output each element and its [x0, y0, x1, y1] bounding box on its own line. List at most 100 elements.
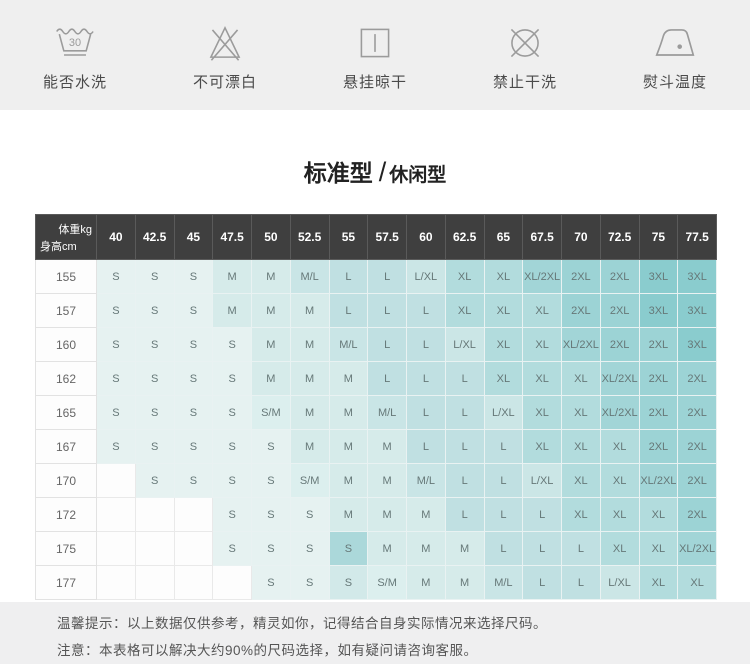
size-cell: M [406, 531, 446, 566]
size-cell: M/L [289, 259, 330, 294]
size-cell: M [289, 429, 330, 464]
care-item-label: 禁止干洗 [492, 74, 557, 91]
size-cell: S [251, 565, 291, 600]
height-header: 162 [35, 361, 97, 396]
size-cell: L [444, 429, 485, 464]
size-cell: XL [638, 531, 679, 566]
corner-cell: 体重kg 身高cm [35, 214, 97, 260]
size-cell: M [367, 531, 407, 566]
size-cell: 3XL [677, 293, 717, 328]
size-cell: 2XL [561, 293, 601, 328]
size-cell: XL [522, 327, 562, 362]
weight-header: 72.5 [599, 214, 640, 260]
size-cell: M/L [483, 565, 524, 600]
weight-header: 55 [328, 214, 369, 260]
size-cell [134, 565, 175, 600]
size-cell: XL [522, 429, 562, 464]
size-cell: L [367, 361, 407, 396]
size-cell: S [134, 429, 175, 464]
size-cell: S [96, 395, 136, 430]
iron-temp-icon [652, 20, 698, 66]
size-cell: XL/2XL [677, 531, 717, 566]
size-cell: L [367, 259, 407, 294]
size-cell: L [406, 361, 446, 396]
size-cell: L [522, 531, 562, 566]
size-cell: L [522, 565, 562, 600]
size-cell: M [212, 259, 252, 294]
size-cell: L/XL [599, 565, 640, 600]
size-cell: S [251, 463, 291, 498]
weight-header: 57.5 [367, 214, 407, 260]
size-cell: XL [561, 429, 601, 464]
size-cell: S [212, 531, 252, 566]
size-cell: L [522, 497, 562, 532]
size-cell: L [328, 293, 369, 328]
weight-header: 45 [173, 214, 214, 260]
height-header: 175 [35, 531, 97, 566]
size-cell [134, 497, 175, 532]
size-cell: M [367, 429, 407, 464]
notes-section: 温馨提示：以上数据仅供参考，精灵如你，记得结合自身实际情况来选择尺码。 注意：本… [0, 602, 750, 664]
size-cell [134, 531, 175, 566]
size-cell: M [328, 429, 369, 464]
size-cell: 2XL [638, 429, 679, 464]
care-item-label: 悬挂晾干 [342, 74, 407, 91]
care-icons-section: 30 能否水洗 不可漂白 悬挂晾干 禁止干洗 熨斗温度 [0, 0, 750, 110]
size-cell: 2XL [677, 361, 717, 396]
table-row: 160 S S S S M M M/L L L L/XL XL XL XL/2XL 2XL 2XL 3XL [35, 327, 717, 362]
size-cell: 3XL [677, 259, 717, 294]
size-cell: S [173, 463, 214, 498]
size-chart-body: 155 S S S M M M/L L L L/XL XL XL XL/2XL 2XL 2XL 3XL 3XL 1… [35, 259, 717, 600]
note-caution: 注意：本表格可以解决大约90%的尺码选择，如有疑问请咨询客服。 [57, 643, 478, 658]
size-cell: XL [444, 259, 485, 294]
table-row: 175 S S S S M M M L L L XL XL XL/2XL [35, 531, 717, 566]
table-row: 177 S S S S/M M M M/L L L L/XL XL XL [35, 565, 717, 600]
size-cell: XL/2XL [561, 327, 601, 362]
size-cell: XL [483, 361, 524, 396]
size-cell: M [444, 565, 485, 600]
care-item-0: 30 能否水洗 [0, 0, 150, 110]
size-cell: 3XL [638, 259, 679, 294]
size-cell: S [251, 429, 291, 464]
size-cell: 2XL [677, 429, 717, 464]
size-cell: XL [483, 293, 524, 328]
size-cell: L [406, 429, 446, 464]
size-cell: XL/2XL [638, 463, 679, 498]
size-cell: L [483, 531, 524, 566]
size-cell: L [367, 327, 407, 362]
table-row: 167 S S S S S M M M L L L XL XL XL 2XL 2XL [35, 429, 717, 464]
size-cell: XL/2XL [522, 259, 562, 294]
table-row: 165 S S S S S/M M M M/L L L L/XL XL XL XL/2XL 2XL 2XL [35, 395, 717, 430]
weight-header: 60 [406, 214, 446, 260]
weight-header: 50 [251, 214, 291, 260]
size-cell: M [251, 293, 291, 328]
size-cell: XL [561, 497, 601, 532]
care-item-label: 能否水洗 [42, 74, 107, 91]
size-cell: 2XL [638, 395, 679, 430]
size-cell: 2XL [561, 259, 601, 294]
size-cell: S [212, 361, 252, 396]
size-cell: L/XL [483, 395, 524, 430]
size-cell: 2XL [638, 361, 679, 396]
height-header: 157 [35, 293, 97, 328]
size-cell: L [561, 565, 601, 600]
size-cell: S [251, 531, 291, 566]
chart-title-slash: / [378, 157, 387, 187]
size-cell: M [251, 327, 291, 362]
size-cell: 2XL [677, 497, 717, 532]
size-cell: S/M [289, 463, 330, 498]
size-cell: S [134, 463, 175, 498]
size-cell: M [289, 327, 330, 362]
size-cell: 3XL [677, 327, 717, 362]
size-cell: S [96, 293, 136, 328]
size-cell: S [212, 395, 252, 430]
size-cell: M [367, 463, 407, 498]
weight-header: 40 [96, 214, 136, 260]
size-cell: L [444, 497, 485, 532]
size-cell: L [561, 531, 601, 566]
size-cell: S [173, 293, 214, 328]
size-cell: S [212, 429, 252, 464]
size-cell: L [328, 259, 369, 294]
weight-header: 52.5 [289, 214, 330, 260]
size-cell: M [251, 259, 291, 294]
